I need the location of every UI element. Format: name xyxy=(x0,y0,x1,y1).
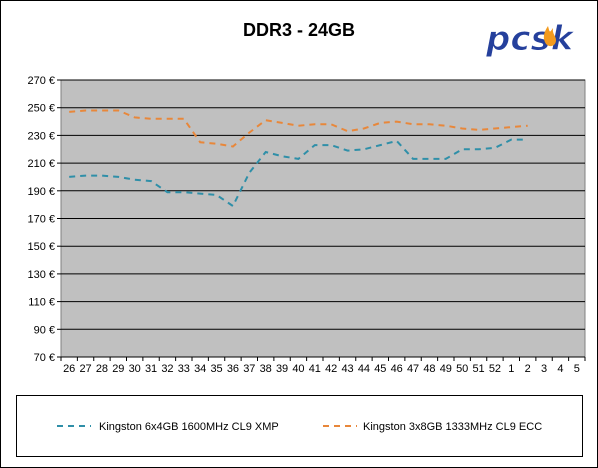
x-tick-label: 39 xyxy=(276,363,288,375)
x-tick-label: 47 xyxy=(407,363,419,375)
x-tick-label: 36 xyxy=(227,363,239,375)
chart-title: DDR3 - 24GB xyxy=(242,20,356,40)
y-tick-label: 110 € xyxy=(28,297,55,309)
legend-label-series-1: Kingston 6x4GB 1600MHz CL9 XMP xyxy=(99,421,279,433)
x-tick-label: 48 xyxy=(423,363,435,375)
x-tick-label: 2 xyxy=(525,363,531,375)
x-tick-label: 28 xyxy=(96,363,108,375)
x-tick-label: 49 xyxy=(440,363,452,375)
x-tick-label: 46 xyxy=(391,363,403,375)
y-tick-label: 250 € xyxy=(27,103,55,115)
x-tick-label: 38 xyxy=(260,363,272,375)
x-tick-label: 26 xyxy=(63,363,75,375)
x-tick-label: 52 xyxy=(489,363,501,375)
logo-text: pcsk xyxy=(485,19,576,58)
x-tick-label: 30 xyxy=(129,363,141,375)
x-tick-label: 34 xyxy=(194,363,206,375)
x-tick-label: 32 xyxy=(161,363,173,375)
legend-svg: Kingston 6x4GB 1600MHz CL9 XMP Kingston … xyxy=(57,421,542,433)
y-tick-label: 170 € xyxy=(27,214,55,226)
x-tick-label: 44 xyxy=(358,363,370,375)
x-tick-label: 37 xyxy=(243,363,255,375)
y-tick-label: 90 € xyxy=(34,324,55,336)
flame-icon xyxy=(543,26,556,47)
y-tick-label: 150 € xyxy=(27,241,55,253)
x-tick-label: 1 xyxy=(508,363,514,375)
pcsk-logo: pcsk xyxy=(485,19,577,59)
x-tick-label: 27 xyxy=(79,363,91,375)
legend-label-series-2: Kingston 3x8GB 1333MHz CL9 ECC xyxy=(363,421,542,433)
x-tick-label: 40 xyxy=(292,363,304,375)
y-tick-label: 190 € xyxy=(27,186,55,198)
x-tick-label: 33 xyxy=(178,363,190,375)
y-tick-label: 270 € xyxy=(27,75,55,87)
x-tick-label: 35 xyxy=(210,363,222,375)
x-tick-label: 42 xyxy=(325,363,337,375)
y-tick-label: 130 € xyxy=(27,269,55,281)
series-line-2 xyxy=(69,109,528,148)
x-tick-label: 50 xyxy=(456,363,468,375)
series-lines xyxy=(69,109,528,208)
x-tick-label: 3 xyxy=(541,363,547,375)
y-tick-label: 70 € xyxy=(34,352,55,364)
x-axis-ticks: 26 27 28 29 30 31 32 33 34 35 36 37 38 39 40 41 42 43 44 45… xyxy=(60,356,586,375)
y-tick-label: 210 € xyxy=(27,158,55,170)
legend: Kingston 6x4GB 1600MHz CL9 XMP Kingston … xyxy=(16,395,583,457)
y-axis-ticks: 70 € 90 € 110 € 130 € 150 € 170 € 190 € 210 € 23… xyxy=(27,75,61,364)
x-tick-label: 43 xyxy=(341,363,353,375)
x-tick-label: 5 xyxy=(574,363,580,375)
x-tick-label: 4 xyxy=(557,363,563,375)
x-tick-label: 45 xyxy=(374,363,386,375)
x-tick-label: 29 xyxy=(112,363,124,375)
x-tick-label: 31 xyxy=(145,363,157,375)
x-tick-label: 51 xyxy=(472,363,484,375)
x-tick-label: 41 xyxy=(309,363,321,375)
series-line-1 xyxy=(69,138,528,208)
y-tick-label: 230 € xyxy=(27,130,55,142)
